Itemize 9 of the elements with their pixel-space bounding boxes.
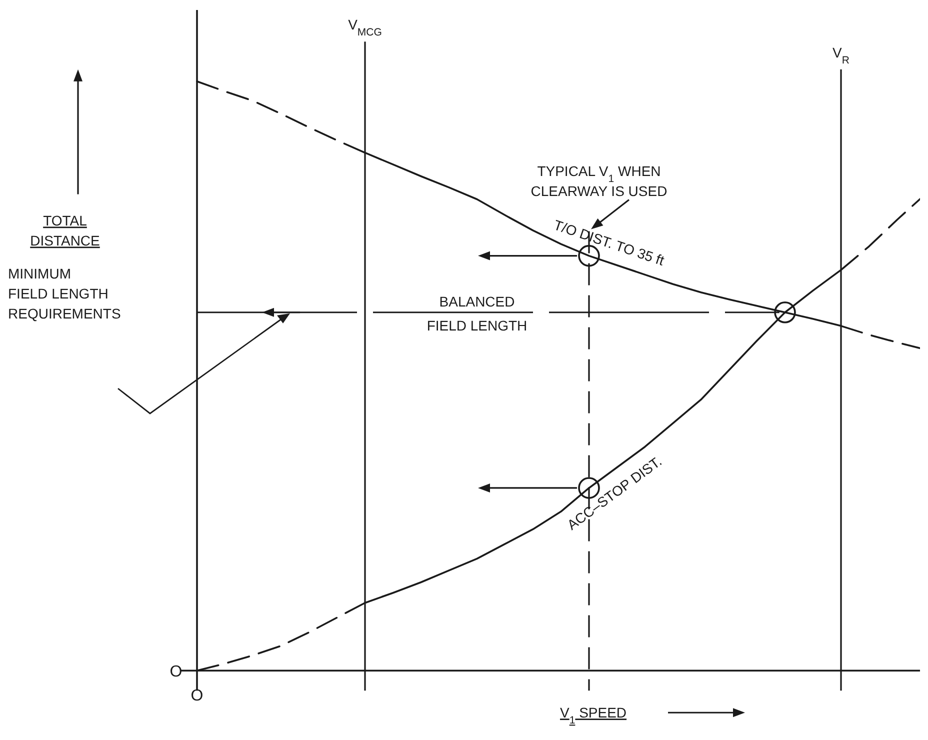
text: O — [190, 688, 204, 705]
text: V$_{MCG}$ — [348, 16, 382, 39]
text: MINIMUM FIELD LENGTH REQUIREMENTS — [8, 265, 121, 322]
ref-line-label: BALANCED FIELD LENGTH — [426, 293, 528, 334]
annotation: TYPICAL V$_{1}$ WHEN CLEARWAY IS USED — [530, 162, 668, 199]
x-axis-title: V$_{1}$ SPEED — [560, 704, 627, 727]
text: T/O DIST. TO 35 ft — [552, 216, 666, 269]
text: TOTAL DISTANCE — [30, 212, 100, 249]
text: V$_{R}$ — [832, 44, 850, 66]
